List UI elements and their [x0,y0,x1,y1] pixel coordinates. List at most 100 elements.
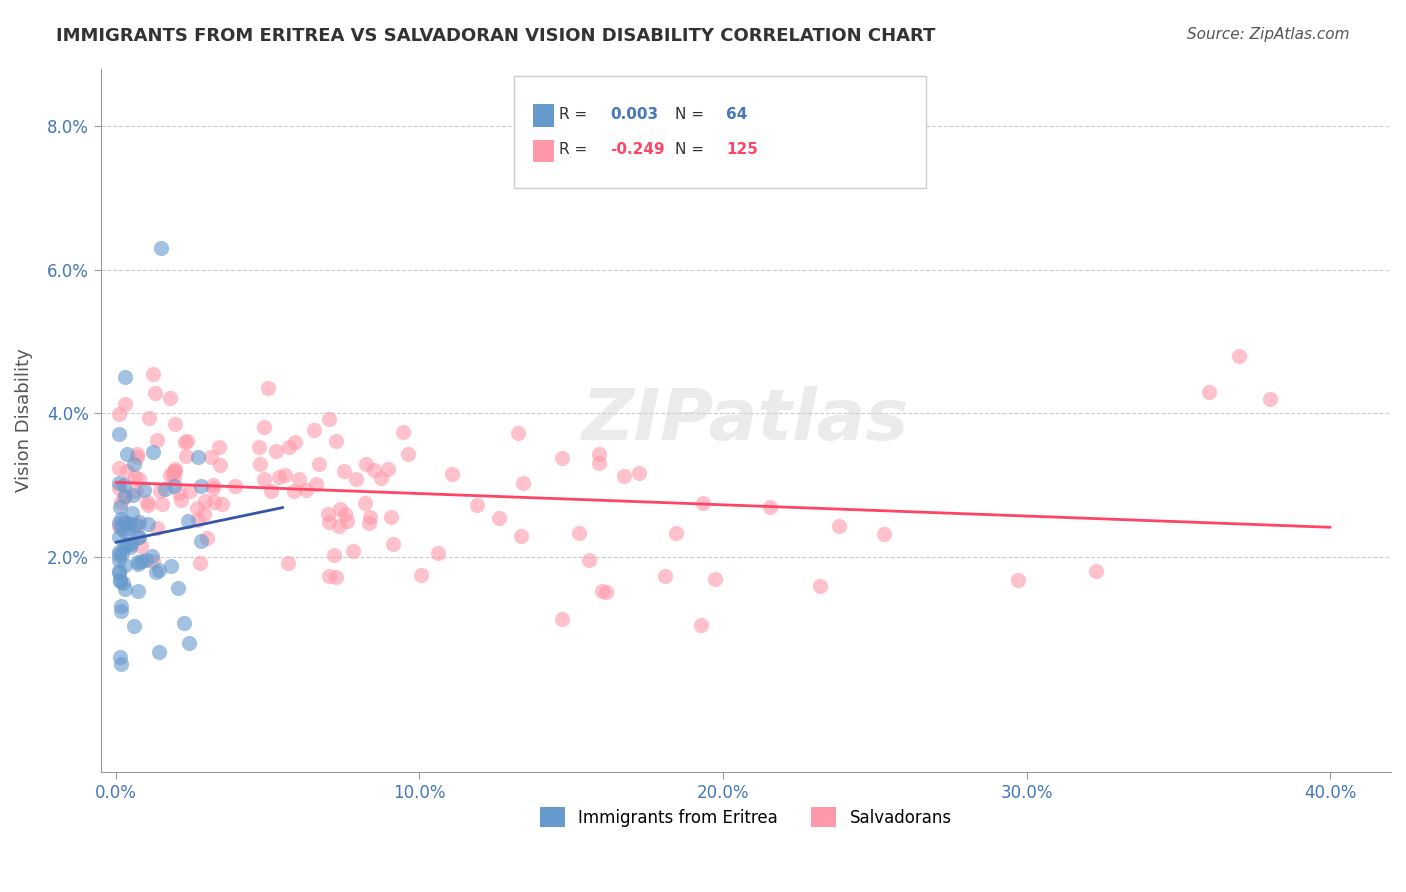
Point [1227,349,1250,363]
Point [287,472,309,486]
Point [277,441,299,455]
Point [357,516,380,530]
Point [163,464,186,478]
Point [174,449,197,463]
Point [163,417,186,431]
Point [125,483,148,498]
Point [127,517,149,532]
Point [117,516,139,530]
Point [342,544,364,558]
Point [591,583,613,598]
Point [253,420,276,434]
Point [121,506,143,520]
Y-axis label: Vision Disability: Vision Disability [15,349,32,492]
Point [114,397,136,411]
Point [145,433,167,447]
Point [110,520,132,534]
Point [188,556,211,570]
FancyBboxPatch shape [513,76,927,188]
Point [128,515,150,529]
Point [377,461,399,475]
Point [588,456,610,470]
Point [108,552,131,566]
Point [142,445,165,459]
Point [112,575,135,590]
Point [112,478,135,492]
Point [274,468,297,483]
Point [588,447,610,461]
Point [127,583,149,598]
Point [1258,392,1281,406]
Point [224,478,246,492]
Point [247,440,270,454]
Point [176,434,198,448]
Point [117,521,139,535]
Point [344,472,367,486]
Text: 0.003: 0.003 [610,107,658,121]
Point [1084,564,1107,578]
Point [159,391,181,405]
Point [108,482,131,496]
Point [488,510,510,524]
Point [193,494,215,508]
Point [112,491,135,505]
Point [169,486,191,500]
Point [159,559,181,574]
Point [108,566,131,580]
Point [108,548,131,562]
Point [370,470,392,484]
Point [325,569,347,583]
Point [333,508,356,522]
Point [267,469,290,483]
Point [354,496,377,510]
Point [122,619,145,633]
Point [142,368,165,382]
Point [148,563,170,577]
Point [108,500,131,515]
Text: N =: N = [675,142,704,157]
Point [174,435,197,450]
Point [110,494,132,508]
Point [127,555,149,569]
Point [193,507,215,521]
Point [136,516,159,531]
Point [128,530,150,544]
Point [108,407,131,421]
Legend: Immigrants from Eritrea, Salvadorans: Immigrants from Eritrea, Salvadorans [533,800,959,834]
FancyBboxPatch shape [533,139,554,162]
Point [295,483,318,497]
Point [332,464,354,478]
Point [318,568,340,582]
Point [120,537,142,551]
Point [257,381,280,395]
Point [202,495,225,509]
Point [124,518,146,533]
Point [284,435,307,450]
Point [318,515,340,529]
Point [211,498,233,512]
Point [628,466,651,480]
Point [114,370,136,384]
Point [187,513,209,527]
Point [190,479,212,493]
Point [115,447,138,461]
Point [108,476,131,491]
Point [146,521,169,535]
Point [132,483,155,497]
Point [131,554,153,568]
Point [506,425,529,440]
Point [409,568,432,582]
Point [195,531,218,545]
Point [612,468,634,483]
Text: IMMIGRANTS FROM ERITREA VS SALVADORAN VISION DISABILITY CORRELATION CHART: IMMIGRANTS FROM ERITREA VS SALVADORAN VI… [56,27,935,45]
Point [654,569,676,583]
Point [359,510,381,524]
Point [143,386,166,401]
Point [138,410,160,425]
Point [142,554,165,568]
Point [127,530,149,544]
Point [170,493,193,508]
Point [173,616,195,631]
Point [551,450,574,465]
Point [316,507,339,521]
